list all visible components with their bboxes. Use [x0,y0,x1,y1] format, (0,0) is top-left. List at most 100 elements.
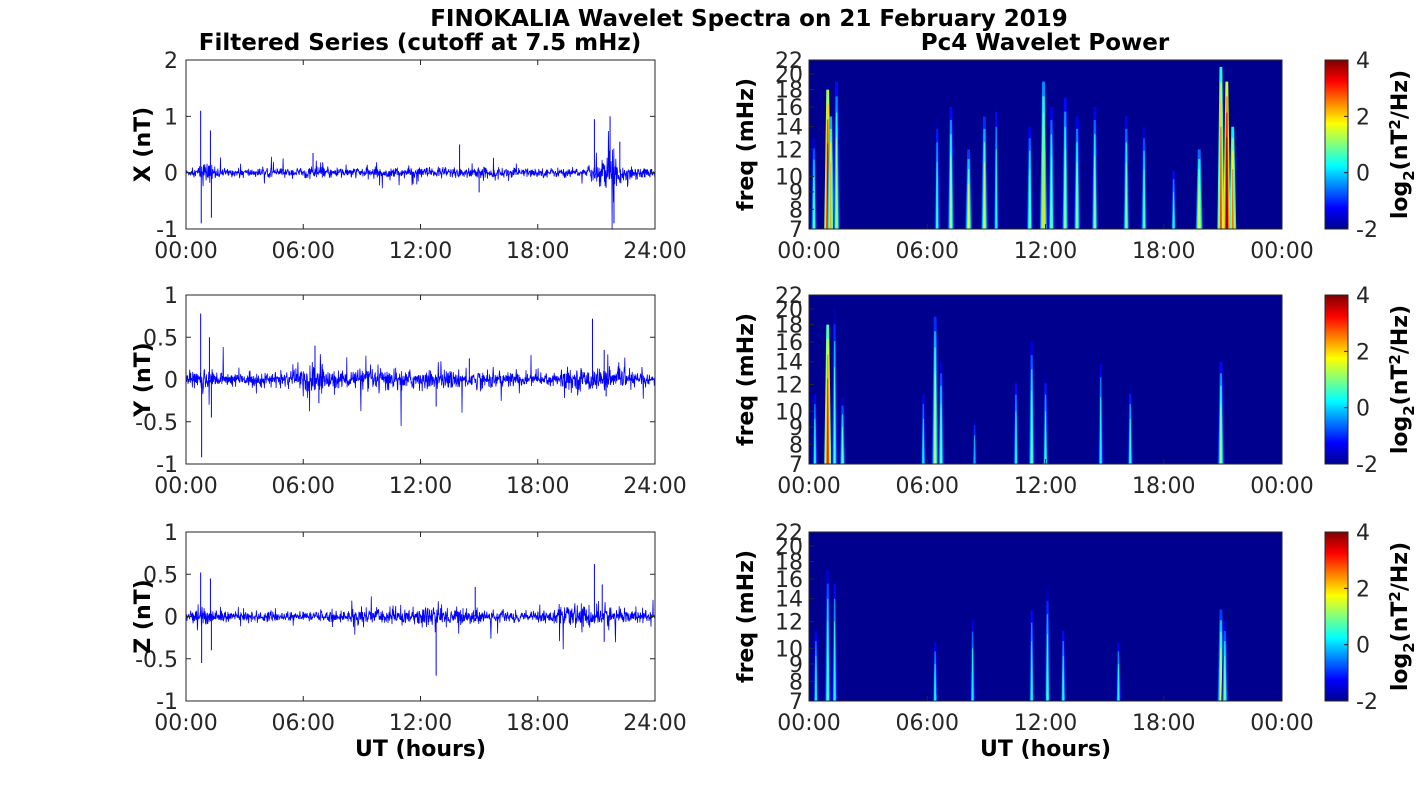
power-streak [1050,155,1053,229]
colorbar-scale [1324,59,1349,230]
y-tick-label: 22 [775,49,803,74]
x-axis-label: UT (hours) [980,737,1111,762]
x-tick-label: 18:00 [506,474,569,499]
x-tick-label: 00:00 [1250,239,1313,264]
power-streak [995,149,998,229]
spectrum-panel-z: 00:00 06:00 12:00 18:00 00:00789101214161820… [734,521,1418,762]
colorbar-label: log2(nT2/Hz) [1386,70,1418,219]
power-streak [936,162,939,229]
power-burst [971,411,979,464]
power-streak [833,621,836,701]
y-tick-label: 16 [775,568,803,593]
x-tick-label: 06:00 [896,474,959,499]
power-burst [1042,372,1049,464]
signal-trace-y [185,346,656,427]
x-tick-label: 18:00 [1132,474,1195,499]
y-tick-label: 9 [789,416,803,441]
power-streak [934,663,937,701]
y-tick-label: 8 [789,198,803,223]
power-burst [812,621,820,701]
power-streak [1030,390,1033,464]
power-streak [983,162,986,229]
power-burst [1091,106,1099,229]
power-burst [1126,384,1134,464]
colorbar-tick-label: 4 [1356,284,1370,309]
y-tick-label: 0.5 [143,326,178,351]
power-burst [1043,588,1051,701]
power-burst [1028,341,1036,464]
power-streak [1064,149,1067,229]
y-tick-label: 1 [164,521,178,546]
x-tick-label: 06:00 [896,711,959,736]
x-tick-label: 24:00 [623,239,686,264]
power-burst [1223,81,1231,229]
y-tick-label: 0 [164,606,178,631]
power-burst [1059,621,1067,701]
right-column-title: Pc4 Wavelet Power [921,30,1170,56]
y-tick-label: 14 [775,588,803,613]
y-tick-label: 20 [775,298,803,323]
power-burst [1195,149,1203,229]
power-burst [827,116,835,229]
y-tick-label: 22 [775,284,803,309]
colorbar-tick-label: 4 [1356,49,1370,74]
signal-trace-x [185,130,656,230]
x-tick-label: 06:00 [272,474,335,499]
y-tick-label: 0.5 [143,563,178,588]
colorbar-tick-label: -2 [1356,690,1378,715]
colorbar-tick-label: 4 [1356,521,1370,546]
power-burst [1217,66,1225,230]
power-streak [833,367,836,464]
x-tick-label: 00:00 [1250,711,1313,736]
power-streak [1062,655,1065,701]
y-tick-label: 9 [789,181,803,206]
power-burst [1114,634,1122,701]
power-burst [1097,351,1105,464]
power-burst [1073,116,1081,229]
y-tick-label: 7 [789,690,803,715]
power-burst [1026,126,1034,229]
colorbar-tick-label: -2 [1356,218,1378,243]
power-streak [1219,126,1222,229]
power-burst [810,137,818,229]
power-burst [965,149,973,229]
power-burst [1012,372,1020,464]
x-tick-label: 18:00 [1132,711,1195,736]
power-burst [992,98,1000,230]
y-tick-label: 8 [789,433,803,458]
y-tick-label: 18 [775,551,803,576]
y-tick-label: 10 [775,165,803,190]
power-burst [931,316,939,464]
x-tick-label: 00:00 [777,239,840,264]
y-tick-label: 16 [775,331,803,356]
y-tick-label: 16 [775,96,803,121]
y-tick-label: 18 [775,314,803,339]
x-tick-label: 06:00 [272,239,335,264]
colorbar: -2 0 2 4 log2(nT2/Hz) [1324,521,1418,715]
power-burst [824,324,832,464]
power-streak [967,183,970,229]
power-streak [1231,169,1234,229]
power-streak [1046,634,1049,701]
power-burst [831,309,839,464]
series-panel-y: 00:00 06:00 12:00 18:00 24:00 -1 -0.5 0 0.5 1 Y (n… [131,284,687,499]
y-tick-label: -0.5 [135,411,178,436]
power-streak [826,621,829,701]
colorbar-tick-label: 2 [1356,105,1370,130]
y-tick-label: 14 [775,351,803,376]
power-burst [1170,162,1178,229]
power-burst [1229,126,1237,229]
series-panel-x: 00:00 06:00 12:00 18:00 24:00 -1 0 1 2 X (nT) [131,49,687,264]
power-burst [824,570,832,701]
power-streak [973,435,976,464]
power-streak [1014,411,1017,464]
power-burst [1061,98,1069,230]
y-tick-label: 12 [775,373,803,398]
x-tick-label: 00:00 [1250,474,1313,499]
power-burst [1028,598,1036,701]
power-streak [812,176,815,229]
power-burst [839,397,847,464]
y-tick-label: 9 [789,653,803,678]
y-tick-label: 8 [789,670,803,695]
